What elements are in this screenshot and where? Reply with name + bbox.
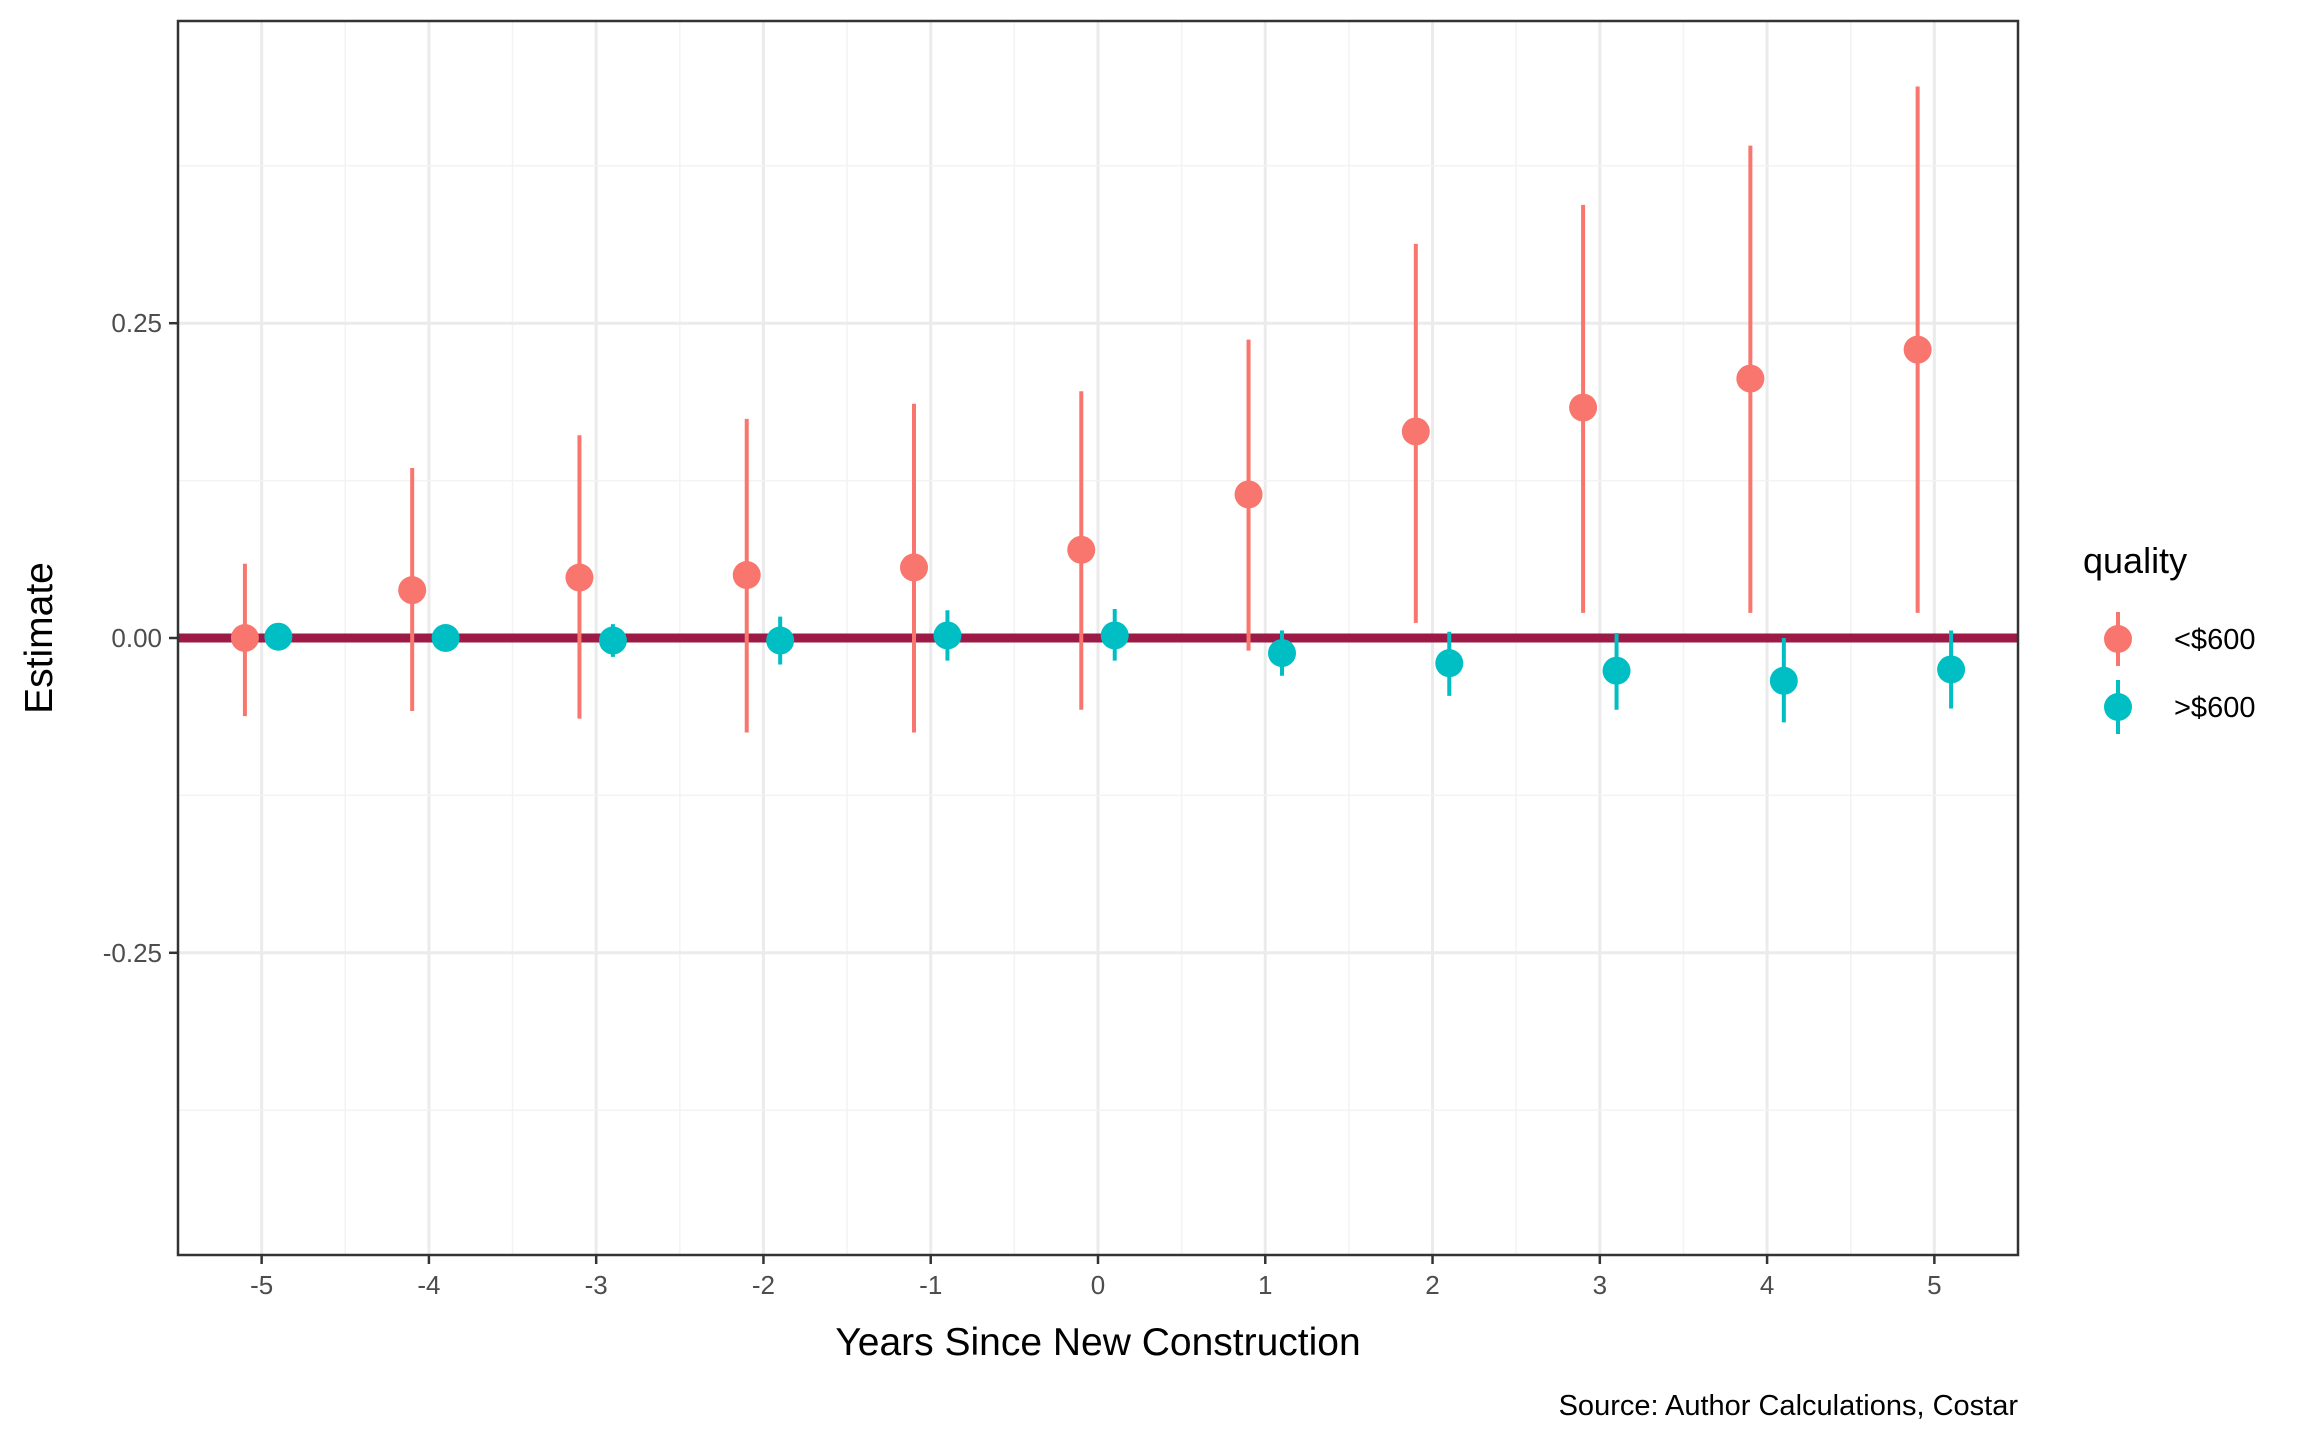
legend-key-over-600: >$600 [2104, 680, 2255, 734]
x-tick-label: 1 [1258, 1270, 1272, 1300]
data-point [1401, 417, 1430, 446]
data-point [1602, 656, 1631, 685]
data-point [1067, 535, 1096, 564]
data-point [230, 624, 259, 652]
x-tick-label: -5 [250, 1270, 273, 1300]
x-tick-label: -3 [585, 1270, 608, 1300]
y-tick-label: 0.25 [111, 308, 162, 338]
data-point [900, 553, 928, 582]
x-axis-title: Years Since New Construction [835, 1321, 1360, 1364]
y-tick-label: 0.00 [111, 623, 162, 653]
legend-title: quality [2083, 540, 2187, 581]
data-point [565, 563, 594, 592]
data-point [1569, 393, 1598, 422]
y-tick-label: -0.25 [103, 938, 162, 968]
data-point [264, 622, 293, 651]
data-point [598, 626, 627, 655]
legend-label: >$600 [2174, 692, 2255, 724]
data-point [1736, 364, 1765, 393]
data-point [1435, 649, 1464, 678]
legend-key-point [2104, 693, 2132, 721]
data-point [1100, 621, 1129, 650]
data-point [431, 624, 460, 652]
y-axis-title: Estimate [18, 562, 61, 714]
y-axis: -0.25 0.00 0.25 [103, 308, 178, 968]
data-point [1234, 480, 1263, 509]
x-axis: -5 -4 -3 -2 -1 0 1 2 3 4 5 [250, 1255, 1942, 1300]
data-point [1903, 335, 1932, 364]
data-point [1937, 655, 1966, 684]
data-marks [230, 86, 1966, 733]
legend-label: <$600 [2174, 624, 2255, 656]
data-point [732, 561, 761, 590]
x-tick-label: 5 [1927, 1270, 1941, 1300]
x-tick-label: 0 [1091, 1270, 1105, 1300]
legend-key-under-600: <$600 [2104, 612, 2255, 666]
x-tick-label: 4 [1760, 1270, 1774, 1300]
series-under-600 [230, 86, 1932, 733]
x-tick-label: -4 [417, 1270, 440, 1300]
data-point [398, 576, 427, 605]
series-over-600 [264, 609, 1966, 723]
x-tick-label: -1 [919, 1270, 942, 1300]
data-point [766, 626, 795, 655]
x-tick-label: -2 [752, 1270, 775, 1300]
data-point [1769, 666, 1798, 695]
x-tick-label: 3 [1593, 1270, 1607, 1300]
x-tick-label: 2 [1425, 1270, 1439, 1300]
legend: quality <$600 >$600 [2083, 540, 2255, 734]
data-point [1268, 639, 1296, 668]
data-point [933, 621, 962, 650]
caption: Source: Author Calculations, Costar [1559, 1390, 2019, 1422]
legend-key-point [2104, 625, 2132, 653]
